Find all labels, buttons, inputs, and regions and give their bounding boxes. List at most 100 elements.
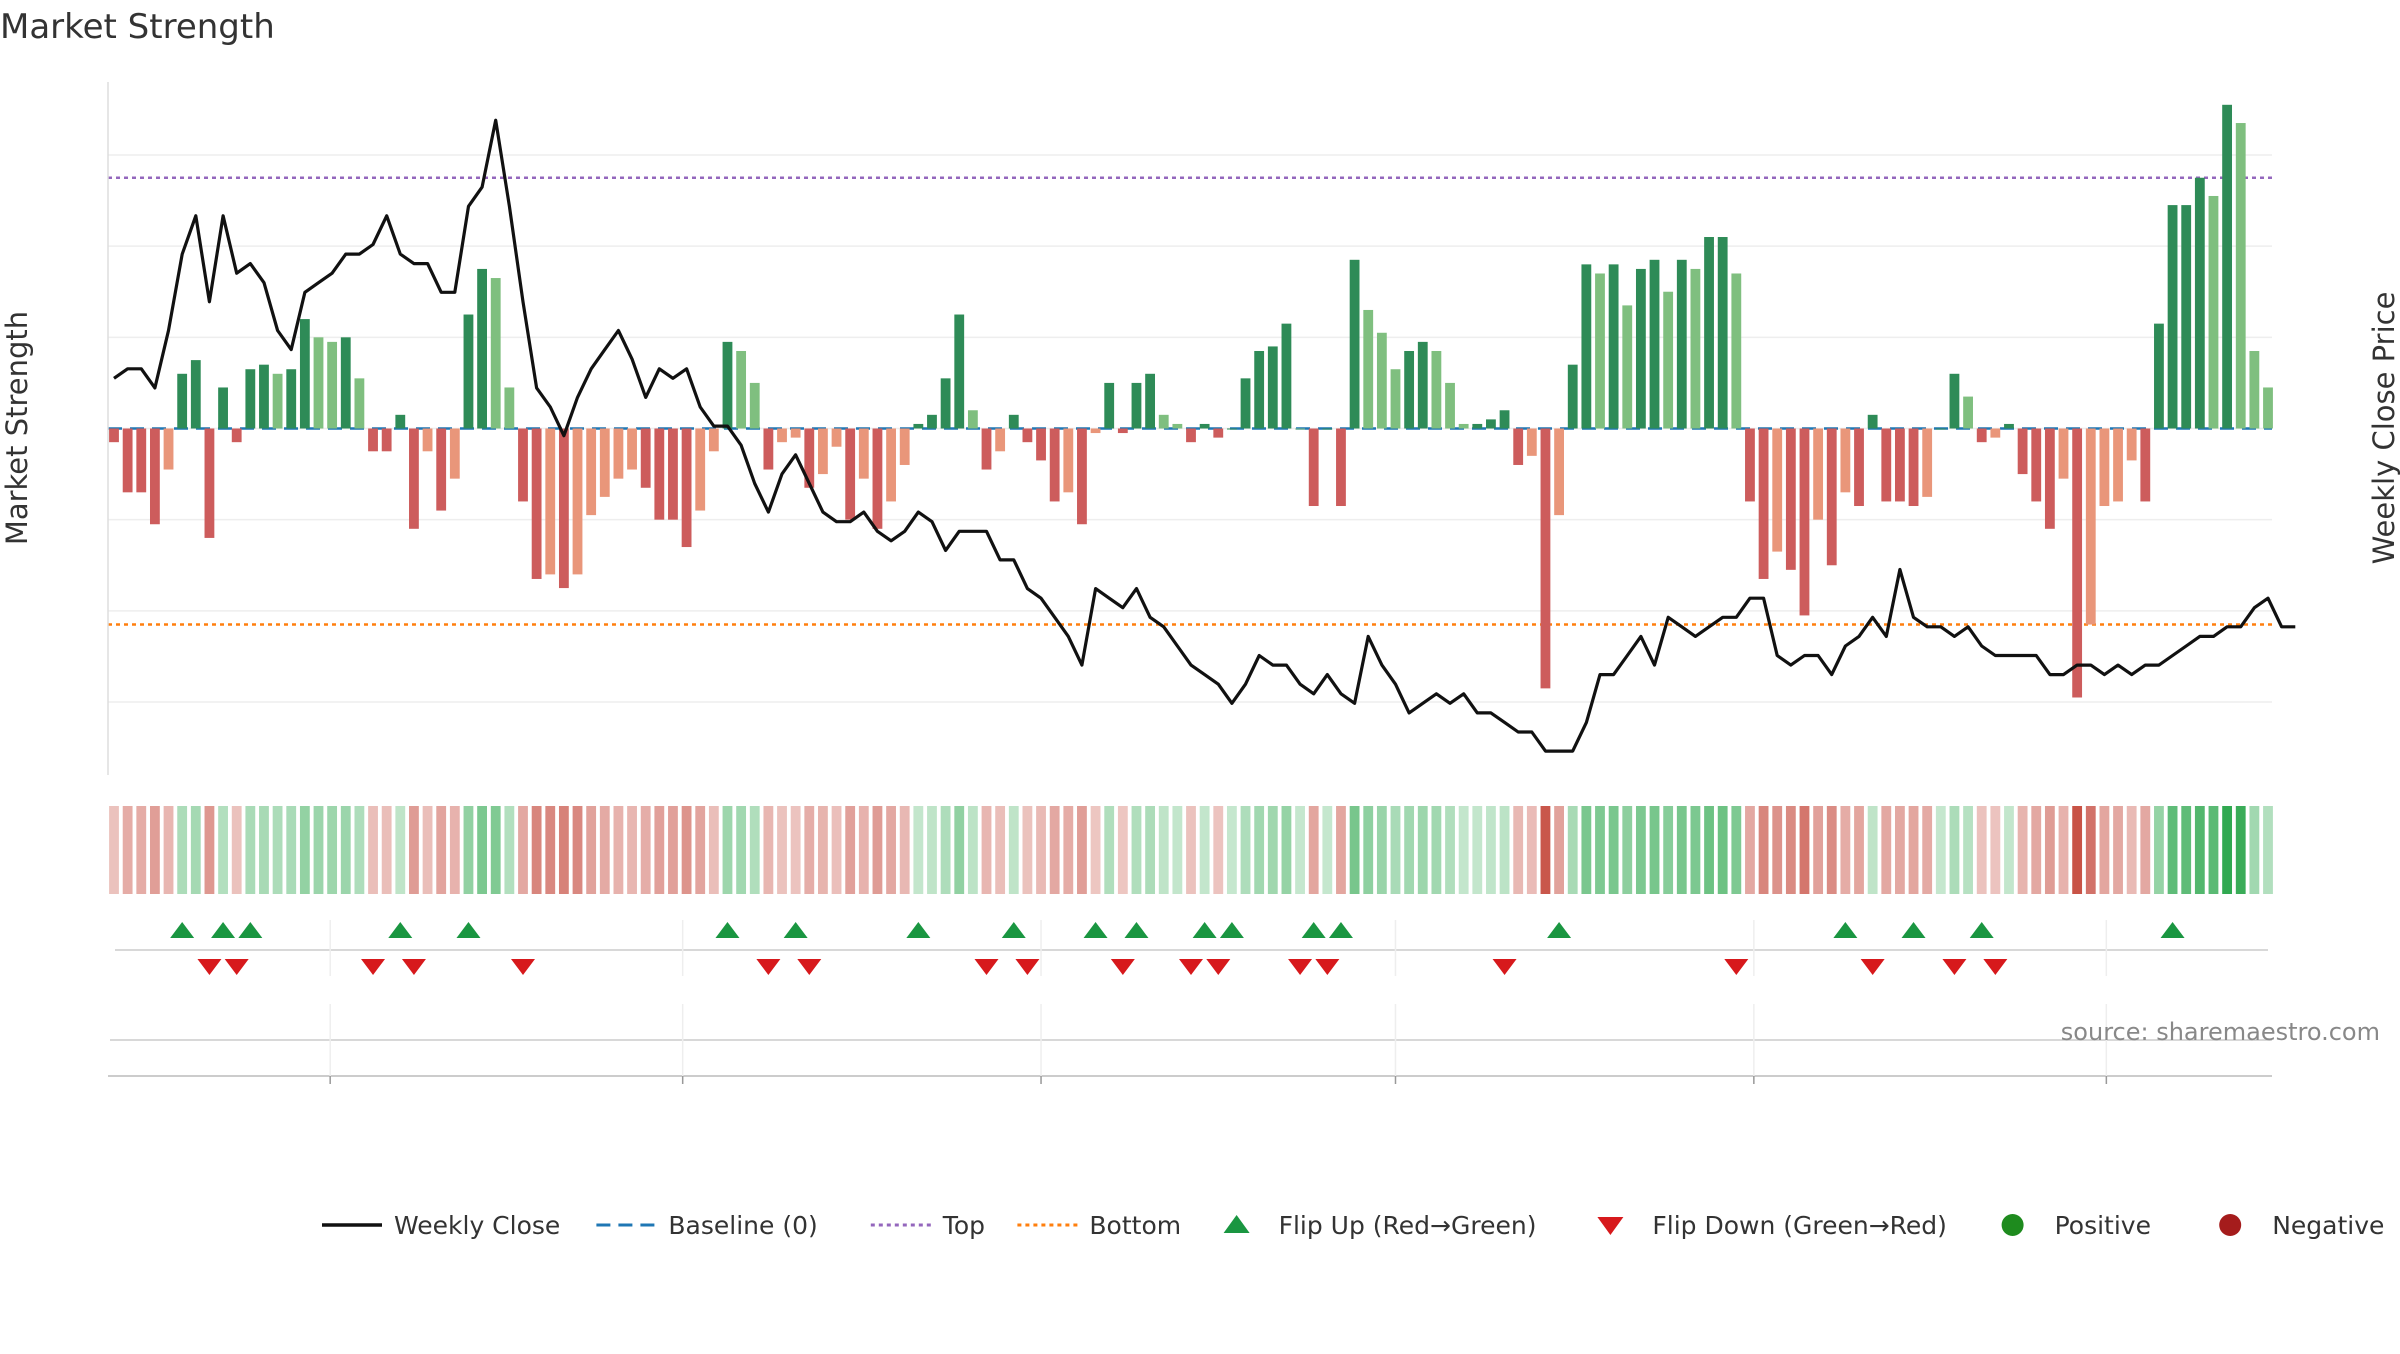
heat-cell (518, 806, 528, 894)
legend-label: Baseline (0) (668, 1211, 817, 1240)
strength-bar (313, 337, 324, 429)
heat-cell (1935, 806, 1946, 894)
strength-bar (1213, 428, 1224, 438)
strength-bar (1267, 346, 1278, 429)
heat-cell (886, 806, 896, 894)
heat-cell (640, 806, 651, 894)
strength-bar (545, 428, 556, 575)
strength-bar (708, 428, 719, 452)
flip-up-marker (1219, 922, 1244, 938)
flip-down-marker (1110, 959, 1135, 975)
heat-cell (2085, 806, 2096, 894)
strength-bar (327, 341, 338, 429)
heat-cell (1895, 806, 1905, 894)
strength-bar (1240, 378, 1251, 429)
flip-down-marker (361, 959, 386, 975)
heat-cell (1499, 806, 1510, 894)
strength-bar (1990, 428, 2001, 438)
strength-bar (1704, 237, 1714, 429)
heat-cell (231, 806, 242, 894)
heat-cell (1663, 806, 1674, 894)
strength-bar (1186, 428, 1196, 443)
close-line-layer (113, 118, 2296, 753)
heat-cell (313, 806, 324, 894)
heat-cell (1785, 806, 1796, 894)
heat-cell (681, 806, 692, 894)
strength-bar (1349, 259, 1360, 429)
heat-cell (531, 806, 542, 894)
strength-bar (2181, 205, 2192, 429)
heat-cell (1431, 806, 1442, 894)
strength-bar (695, 428, 706, 511)
heat-cell (272, 806, 283, 894)
heat-cell (436, 806, 447, 894)
heat-cell (504, 806, 515, 894)
heat-cell (2167, 806, 2178, 894)
strength-bar (149, 428, 160, 525)
heat-cell (1963, 806, 1973, 894)
strength-bar (1513, 428, 1524, 465)
heat-cell (1608, 806, 1619, 894)
strength-bar (640, 428, 651, 488)
strength-bar (477, 268, 487, 429)
strength-bar (204, 428, 215, 538)
strength-bar (272, 373, 283, 429)
heat-cell (1690, 806, 1701, 894)
flip-down-marker (1942, 959, 1967, 975)
heat-cell (1922, 806, 1933, 894)
source-note: source: sharemaestro.com (2061, 1018, 2380, 1046)
heat-cell (1240, 806, 1251, 894)
heat-cell (286, 806, 297, 894)
flip-down-marker (1492, 959, 1517, 975)
heat-cell (1049, 806, 1060, 894)
flip-up-marker (906, 922, 931, 938)
strength-bar (1540, 428, 1551, 689)
strength-bar (1322, 428, 1333, 430)
heat-cell (845, 806, 856, 894)
strength-bar (1431, 350, 1442, 429)
strength-bar (1867, 414, 1878, 429)
heat-cell (1772, 806, 1783, 894)
heat-cell (1881, 806, 1892, 894)
strength-bar (109, 428, 119, 443)
strength-bar (518, 428, 528, 502)
strength-bar (2249, 350, 2260, 429)
flip-down-marker (1288, 959, 1313, 975)
heat-cell (2058, 806, 2069, 894)
strength-bar (1785, 428, 1796, 570)
strength-bar (2154, 323, 2164, 429)
strength-bar (1608, 264, 1619, 429)
strength-bar (681, 428, 692, 548)
heat-cell (490, 806, 501, 894)
strength-bar (2099, 428, 2110, 507)
heat-cell (149, 806, 160, 894)
heat-cell (1199, 806, 1210, 894)
heat-cell (804, 806, 815, 894)
heat-cell (2140, 806, 2151, 894)
strength-bar (218, 387, 228, 429)
heat-cell (2154, 806, 2164, 894)
strength-bar (1445, 382, 1455, 429)
heat-cell (409, 806, 419, 894)
legend-item: Top (870, 1211, 985, 1240)
flip-markers (115, 920, 2268, 976)
strength-bar (2167, 205, 2178, 429)
flip-down-marker (510, 959, 535, 975)
flip-down-marker (1724, 959, 1749, 975)
heat-cell (122, 806, 133, 894)
heat-cell (1990, 806, 2001, 894)
strength-bar (2222, 104, 2233, 429)
strength-bar (2208, 195, 2219, 429)
strength-bar (1895, 428, 1905, 502)
heat-cell (995, 806, 1006, 894)
strength-bar (1199, 423, 1210, 429)
legend-item: Flip Up (Red→Green) (1223, 1211, 1536, 1240)
flip-down-marker (797, 959, 822, 975)
heat-cell (1635, 806, 1646, 894)
strength-bar (2058, 428, 2069, 479)
strength-bar (2194, 177, 2205, 429)
strength-bar (449, 428, 460, 479)
strength-bar (1499, 410, 1510, 429)
strength-bar (1131, 382, 1142, 429)
